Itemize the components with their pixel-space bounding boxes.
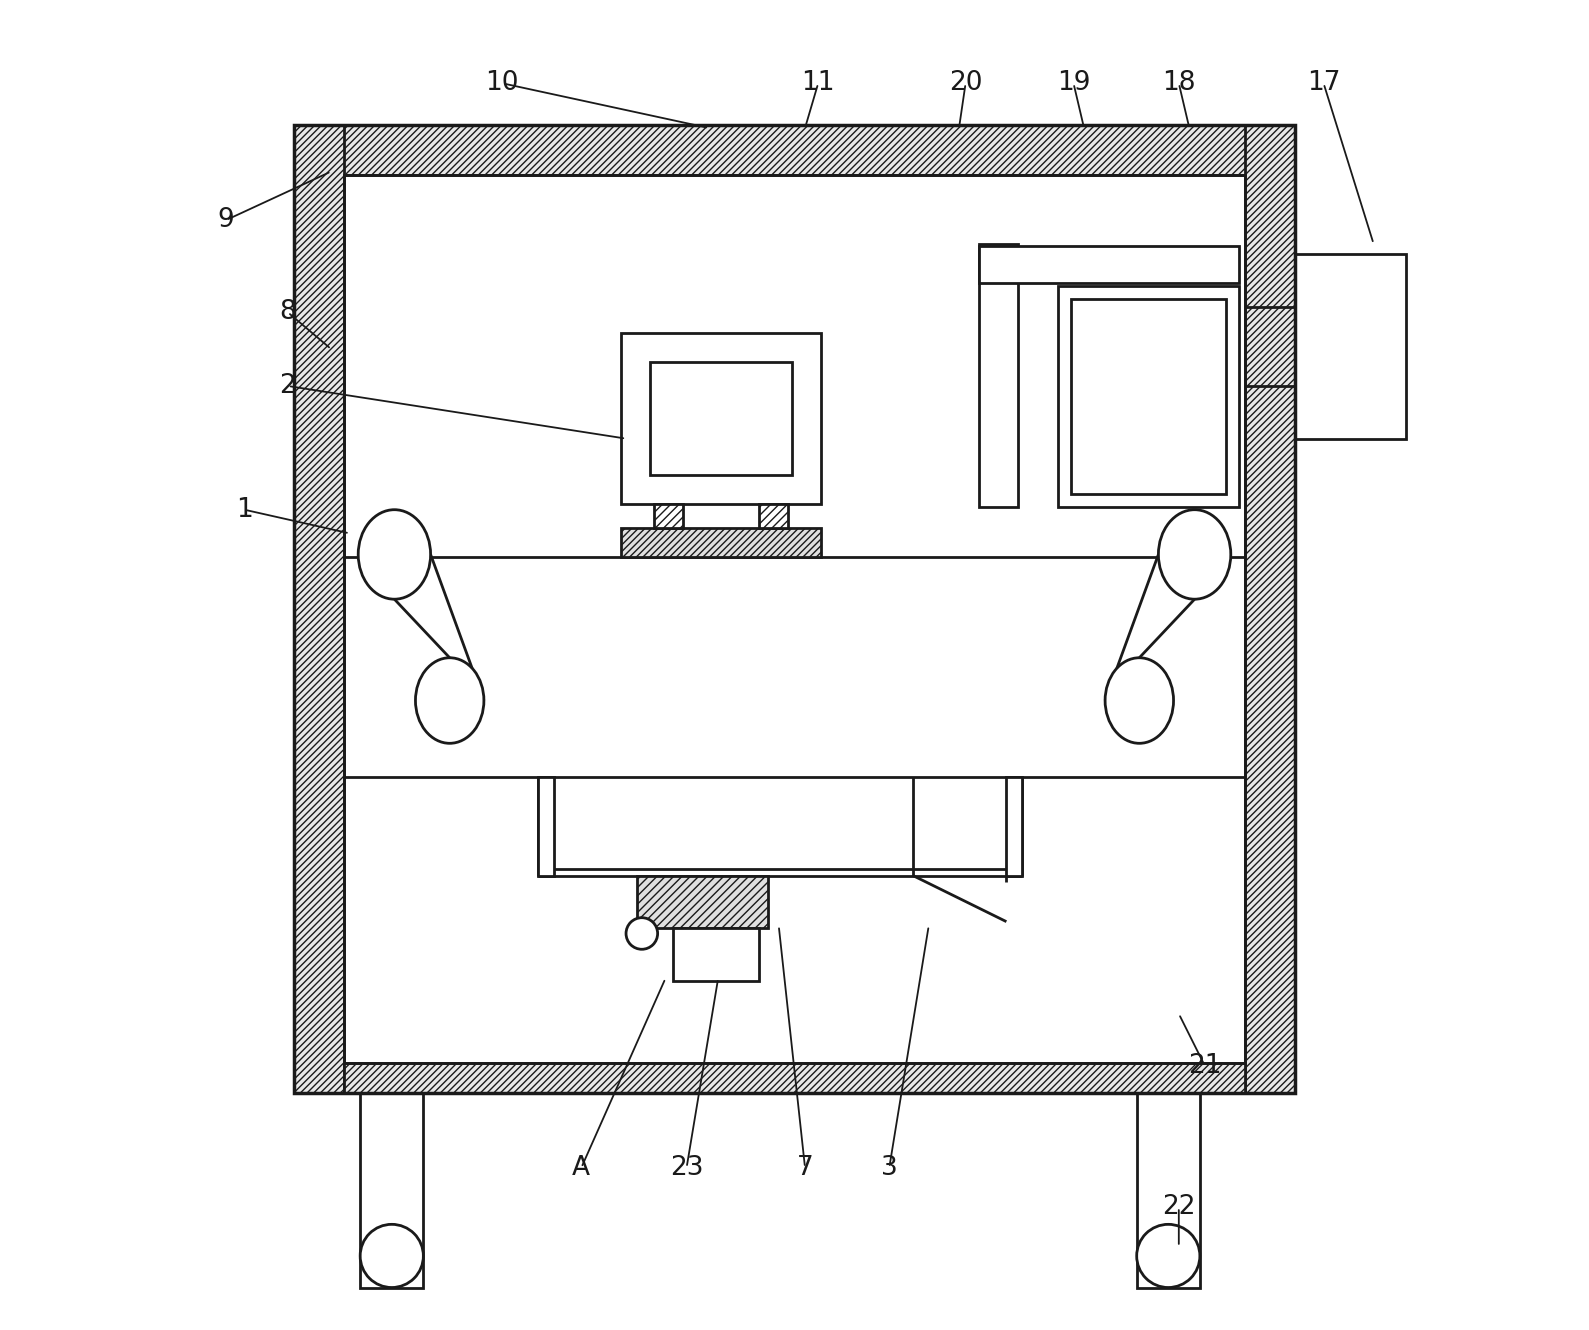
Bar: [621, 334, 822, 504]
Bar: [294, 125, 345, 1093]
Bar: [1295, 254, 1406, 439]
Text: 7: 7: [796, 1154, 814, 1181]
Text: 8: 8: [280, 299, 296, 326]
Circle shape: [361, 1225, 423, 1287]
Text: 10: 10: [486, 70, 520, 96]
Bar: [537, 777, 553, 875]
Bar: [345, 176, 1244, 1063]
Bar: [1058, 286, 1239, 507]
Ellipse shape: [415, 658, 485, 743]
Text: 22: 22: [1162, 1194, 1195, 1220]
Circle shape: [626, 918, 658, 950]
Bar: [1006, 777, 1022, 875]
Bar: [653, 504, 683, 528]
Bar: [1136, 1093, 1200, 1287]
Bar: [760, 504, 788, 528]
Text: 11: 11: [801, 70, 834, 96]
Ellipse shape: [358, 509, 431, 600]
Ellipse shape: [1158, 509, 1231, 600]
Bar: [294, 125, 1295, 176]
Ellipse shape: [1104, 658, 1174, 743]
Bar: [674, 928, 760, 980]
Bar: [650, 362, 791, 476]
Bar: [1244, 125, 1295, 1093]
Text: 19: 19: [1057, 70, 1090, 96]
Text: 21: 21: [1189, 1053, 1222, 1080]
Bar: [979, 243, 1019, 507]
Bar: [1071, 299, 1227, 493]
Text: 2: 2: [280, 372, 296, 399]
Bar: [979, 246, 1239, 283]
Bar: [361, 1093, 423, 1287]
Text: 9: 9: [218, 207, 234, 233]
Bar: [621, 528, 822, 557]
Text: 23: 23: [671, 1154, 704, 1181]
Text: 3: 3: [880, 1154, 898, 1181]
Text: 17: 17: [1306, 70, 1341, 96]
Text: 1: 1: [237, 496, 253, 523]
Circle shape: [1136, 1225, 1200, 1287]
Text: 18: 18: [1162, 70, 1195, 96]
Bar: [345, 1063, 1244, 1093]
Text: 20: 20: [949, 70, 982, 96]
Text: A: A: [572, 1154, 590, 1181]
Bar: [637, 875, 767, 928]
Bar: [294, 125, 1295, 1093]
